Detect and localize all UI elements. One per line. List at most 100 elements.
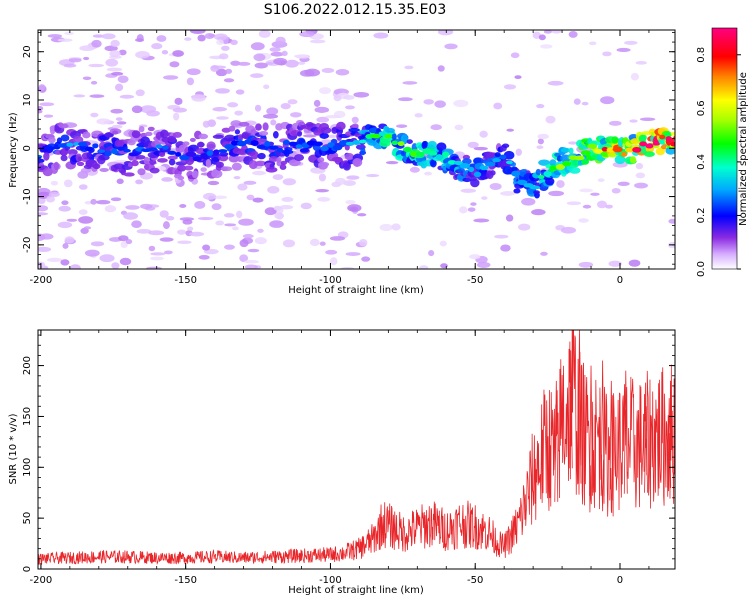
- spectrogram-background-blob: [115, 117, 123, 121]
- spectrogram-ridge-blob: [228, 154, 240, 163]
- spectrogram-background-blob: [271, 221, 281, 227]
- spectrogram-ridge-blob: [76, 161, 85, 167]
- spectrogram-background-blob: [227, 102, 239, 108]
- spectrogram-background-blob: [90, 198, 97, 205]
- spectrogram-background-blob: [630, 72, 640, 81]
- spectrogram-background-blob: [315, 188, 330, 193]
- spectrogram-ridge-blob: [568, 147, 574, 155]
- snr-peak-spike: [577, 330, 582, 484]
- spectrogram-background-blob: [148, 245, 156, 252]
- spectrogram-background-blob: [194, 200, 206, 209]
- spectrogram-ridge-blob: [234, 129, 241, 135]
- spectrogram-background-blob: [176, 229, 187, 235]
- spectrogram-ridge-core: [402, 146, 412, 152]
- spectrogram-ridge-core: [594, 148, 603, 154]
- spectrogram-background-blob: [172, 107, 187, 113]
- spectrogram-background-blob: [38, 109, 43, 114]
- spectrogram-ridge-core: [179, 154, 190, 161]
- spectrogram-ridge-blob: [400, 150, 407, 157]
- spectrogram-ridge-core: [167, 150, 177, 155]
- spectrogram-x-tick-label: 0: [617, 275, 623, 286]
- spectrogram-background-blob: [123, 212, 139, 220]
- spectrogram-ridge-blob: [272, 131, 279, 139]
- snr-peak-spike: [589, 365, 593, 496]
- spectrogram-ridge-core: [213, 149, 220, 155]
- spectrogram-background-blob: [537, 138, 544, 145]
- spectrogram-ridge-blob: [494, 152, 501, 158]
- snr-x-tick-label: -200: [30, 575, 53, 586]
- spectrogram-ridge-blob: [296, 131, 302, 137]
- spectrogram-ylabel: Frequency (Hz): [8, 112, 19, 188]
- spectrogram-ridge-blob: [145, 131, 153, 137]
- colorbar-tick-label: 0.8: [696, 47, 707, 63]
- snr-y-tick-label: 200: [22, 356, 33, 375]
- spectrogram-ridge-blob: [215, 161, 224, 168]
- spectrogram-background-blob: [111, 71, 124, 76]
- spectrogram-background-blob: [624, 40, 638, 45]
- spectrogram-background-blob: [118, 49, 127, 56]
- spectrogram-ridge-core: [620, 152, 628, 157]
- spectrogram-background-blob: [82, 76, 92, 81]
- spectrogram-ridge-core: [601, 146, 609, 152]
- spectrogram-y-tick-label: 20: [22, 45, 33, 58]
- spectrogram-background-blob: [238, 218, 254, 226]
- spectrogram-ridge-core: [84, 146, 94, 151]
- spectrogram-background-blob: [335, 177, 346, 185]
- spectrogram-background-blob: [608, 260, 622, 267]
- spectrogram-background-blob: [177, 240, 192, 245]
- spectrogram-background-blob: [459, 206, 468, 214]
- spectrogram-background-blob: [111, 262, 120, 269]
- spectrogram-background-blob: [38, 212, 49, 216]
- spectrogram-background-blob: [635, 172, 646, 179]
- spectrogram-background-blob: [351, 116, 359, 124]
- spectrogram-ridge-core: [332, 144, 343, 151]
- spectrogram-background-blob: [163, 75, 179, 80]
- colorbar-gradient: [711, 27, 738, 270]
- spectrogram-background-blob: [568, 141, 578, 145]
- colorbar-label: Normalized spectral amplitude: [738, 72, 749, 226]
- spectrogram-ridge-core: [66, 142, 74, 147]
- spectrogram-ridge-core: [117, 146, 125, 151]
- spectrogram-ridge-blob: [38, 158, 45, 164]
- spectrogram-background-blob: [101, 33, 116, 40]
- spectrogram-ridge-core: [562, 160, 572, 167]
- spectrogram-background-blob: [344, 105, 355, 110]
- snr-x-tick-label: -150: [174, 575, 197, 586]
- spectrogram-background-blob: [293, 54, 309, 58]
- spectrogram-background-blob: [444, 43, 458, 50]
- spectrogram-ridge-blob: [58, 123, 69, 129]
- spectrogram-background-blob: [179, 204, 187, 208]
- spectrogram-ridge-blob: [48, 136, 56, 144]
- spectrogram-background-blob: [250, 42, 265, 51]
- spectrogram-background-blob: [437, 65, 445, 72]
- spectrogram-background-blob: [140, 203, 153, 210]
- spectrogram-ridge-blob: [47, 143, 56, 148]
- spectrogram-ridge-core: [206, 150, 214, 156]
- spectrogram-ridge-core: [453, 160, 464, 165]
- spectrogram-ridge-blob: [168, 158, 176, 166]
- snr-panel: -200 -150 -100 -50 0 0 50 100 150 200 Height of s…: [8, 329, 676, 596]
- spectrogram-background-blob: [453, 99, 469, 108]
- spectrogram-background-blob: [90, 112, 99, 118]
- spectrogram-background-blob: [262, 113, 279, 119]
- spectrogram-ridge-blob: [331, 127, 338, 134]
- spectrogram-background-blob: [345, 199, 356, 205]
- spectrogram-background-blob: [215, 88, 230, 94]
- spectrogram-background-blob: [568, 30, 578, 38]
- spectrogram-ridge-blob: [123, 172, 135, 177]
- spectrogram-background-blob: [234, 110, 243, 116]
- spectrogram-background-blob: [247, 248, 260, 253]
- spectrogram-ridge-blob: [305, 122, 314, 127]
- snr-peak-spike: [568, 350, 573, 469]
- spectrogram-background-blob: [423, 99, 434, 105]
- spectrogram-ridge-blob: [670, 131, 675, 136]
- spectrogram-background-blob: [479, 130, 488, 138]
- spectrogram-background-blob: [48, 191, 60, 198]
- spectrogram-ridge-core: [224, 143, 234, 150]
- spectrogram-background-blob: [63, 179, 73, 188]
- spectrogram-ridge-core: [639, 141, 648, 147]
- spectrogram-background-blob: [131, 105, 143, 114]
- spectrogram-background-blob: [404, 65, 414, 70]
- spectrogram-background-blob: [230, 120, 242, 127]
